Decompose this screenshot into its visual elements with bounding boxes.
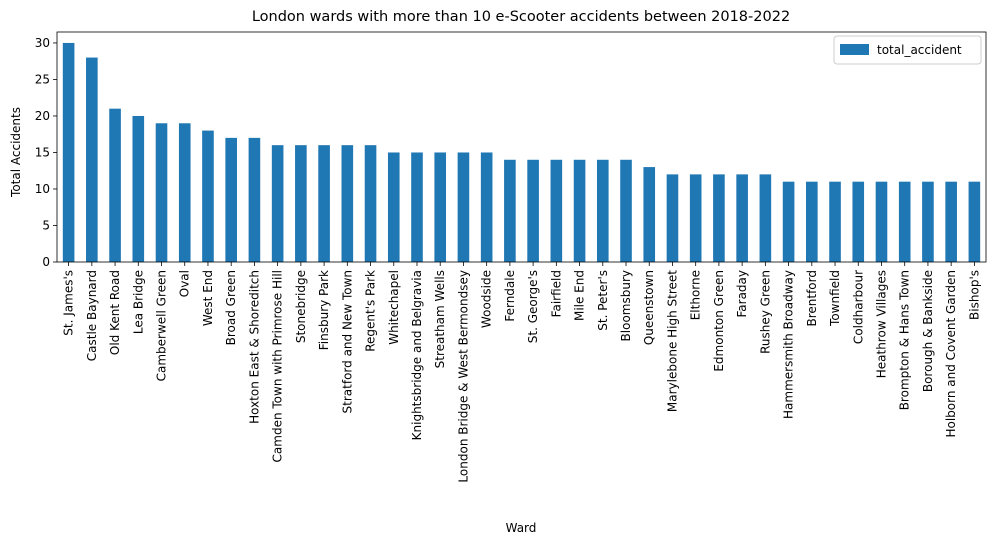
x-tick-label: Camden Town with Primrose Hill [271,270,285,462]
x-tick-label: Ferndale [503,270,517,322]
plot-frame [56,31,987,263]
bar [109,108,121,263]
x-tick-label: Bloomsbury [619,270,633,341]
x-tick-label: Edmonton Green [712,270,726,372]
y-tick-label: 30 [35,36,50,50]
x-axis-label: Ward [506,521,537,535]
bar [527,159,539,262]
x-tick-label: Faraday [735,270,749,318]
bar [457,152,470,262]
x-tick-label: Castle Baynard [85,270,99,361]
legend: total_accident [833,35,982,65]
bar [155,123,168,263]
bar [713,174,725,262]
x-tick-label: Marylebone High Street [665,270,679,412]
bar [387,152,400,262]
x-tick-label: Old Kent Road [108,270,122,355]
bar [132,115,145,262]
x-tick-label: Woodside [480,270,494,328]
bar [852,181,865,262]
bar [504,159,516,262]
y-tick-label: 0 [42,255,50,269]
x-tick-label: Townfield [828,270,842,327]
x-tick-label: Borough & Bankside [921,270,935,392]
x-tick-label: Streatham Wells [433,270,447,368]
bar [202,130,214,262]
bar [736,174,748,262]
bar [759,174,772,262]
x-tick-label: St. Peter's [596,270,610,331]
bar [248,137,261,262]
x-tick-label: Rushey Green [758,270,772,354]
x-tick-label: Fairfield [549,270,563,317]
x-tick-label: Regent's Park [364,270,378,352]
bar [898,181,911,262]
x-tick-label: St. George's [526,270,540,343]
bar [875,181,888,262]
x-tick-label: Hoxton East & Shoreditch [247,270,261,424]
x-tick-label: Stratford and New Town [340,270,354,413]
x-tick-label: Hammersmith Broadway [782,270,796,419]
bar [573,159,586,262]
bar [271,145,284,262]
x-axis-ticks: St. James's Castle Baynard Old Kent Road Le… [62,262,981,483]
x-tick-label: London Bridge & West Bermondsey [456,270,470,483]
x-tick-label: Heathrow Villages [874,270,888,378]
x-tick-label: Whitechapel [387,270,401,345]
bar [295,145,307,262]
bar [689,174,702,262]
y-tick-label: 15 [35,145,50,159]
x-tick-label: Coldharbour [851,270,865,344]
bar [550,159,563,262]
y-axis-ticks: 0 5 10 15 20 25 30 [35,36,57,269]
bar [596,159,609,262]
bar [178,123,191,263]
bar [922,181,934,262]
bar [318,145,330,262]
bar [62,42,75,263]
bar [480,152,493,262]
x-tick-label: Stonebridge [294,270,308,343]
bar [643,167,656,262]
y-tick-label: 20 [35,109,50,123]
x-tick-label: Knightsbridge and Belgravia [410,270,424,440]
x-tick-label: Queenstown [642,270,656,345]
legend-label: total_accident [877,43,962,57]
bar [666,174,679,262]
x-tick-label: Brentford [805,270,819,327]
bar [829,181,841,262]
bar [945,181,957,262]
bar [806,181,818,262]
y-axis-label: Total Accidents [9,107,23,198]
bar [782,181,795,262]
y-tick-label: 5 [42,218,50,232]
x-tick-label: Holborn and Covent Garden [944,270,958,438]
legend-box [833,35,982,65]
chart-title: London wards with more than 10 e-Scooter… [252,9,790,25]
x-tick-label: St. James's [62,270,76,336]
bar [620,159,632,262]
bar [434,152,447,262]
bar [225,137,237,262]
bar [341,145,354,262]
x-tick-label: Finsbury Park [317,270,331,350]
bar [86,57,98,262]
x-tick-label: Camberwell Green [155,270,169,381]
x-tick-label: Brompton & Hans Town [898,270,912,410]
x-tick-label: West End [201,270,215,326]
x-tick-label: Bishop's [967,270,981,320]
x-tick-label: Broad Green [224,270,238,345]
bar [411,152,423,262]
x-tick-label: Elthorne [689,270,703,320]
x-tick-label: Lea Bridge [131,270,145,334]
y-tick-label: 10 [35,182,50,196]
bars-group [62,42,981,263]
x-tick-label: Mile End [573,270,587,321]
x-tick-label: Oval [178,270,192,297]
bar [364,145,377,262]
y-tick-label: 25 [35,72,50,86]
bar [968,181,981,262]
legend-swatch [840,44,869,55]
